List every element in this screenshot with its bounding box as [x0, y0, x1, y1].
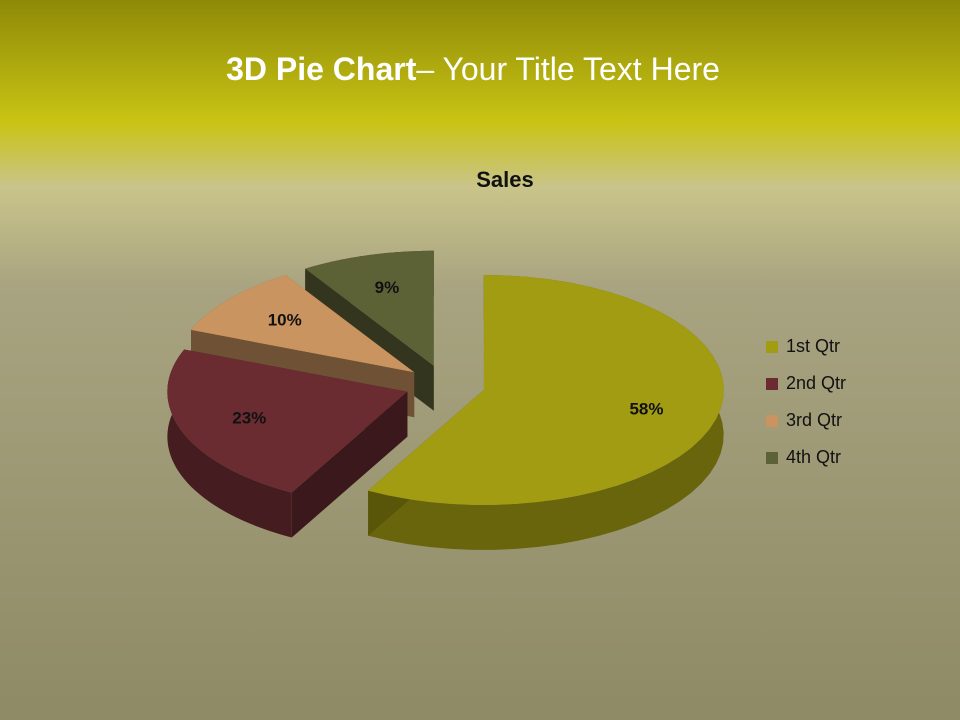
slice: [305, 250, 434, 366]
legend-swatch: [766, 415, 778, 427]
slice-wall: [291, 391, 408, 538]
legend-label: 2nd Qtr: [786, 373, 846, 393]
pie: 58% 23% 10% 9%: [167, 250, 724, 550]
data-label: 58%: [629, 399, 663, 418]
data-label: 23%: [232, 409, 266, 428]
legend-swatch: [766, 378, 778, 390]
chart-title: Sales: [476, 167, 534, 192]
data-label: 9%: [375, 278, 400, 297]
data-label: 10%: [268, 310, 302, 329]
slice: [191, 275, 415, 373]
title-bold: 3D Pie Chart: [226, 51, 417, 87]
legend: 1st Qtr 2nd Qtr 3rd Qtr 4th Qtr: [766, 336, 846, 467]
legend-swatch: [766, 341, 778, 353]
title-rest: – Your Title Text Here: [416, 51, 720, 87]
slide-title: 3D Pie Chart– Your Title Text Here: [226, 51, 720, 87]
slice: [368, 274, 724, 505]
slice: [167, 349, 408, 493]
slice-side: [167, 349, 292, 538]
legend-label: 1st Qtr: [786, 336, 840, 356]
legend-swatch: [766, 452, 778, 464]
legend-label: 4th Qtr: [786, 447, 841, 467]
legend-label: 3rd Qtr: [786, 410, 842, 430]
